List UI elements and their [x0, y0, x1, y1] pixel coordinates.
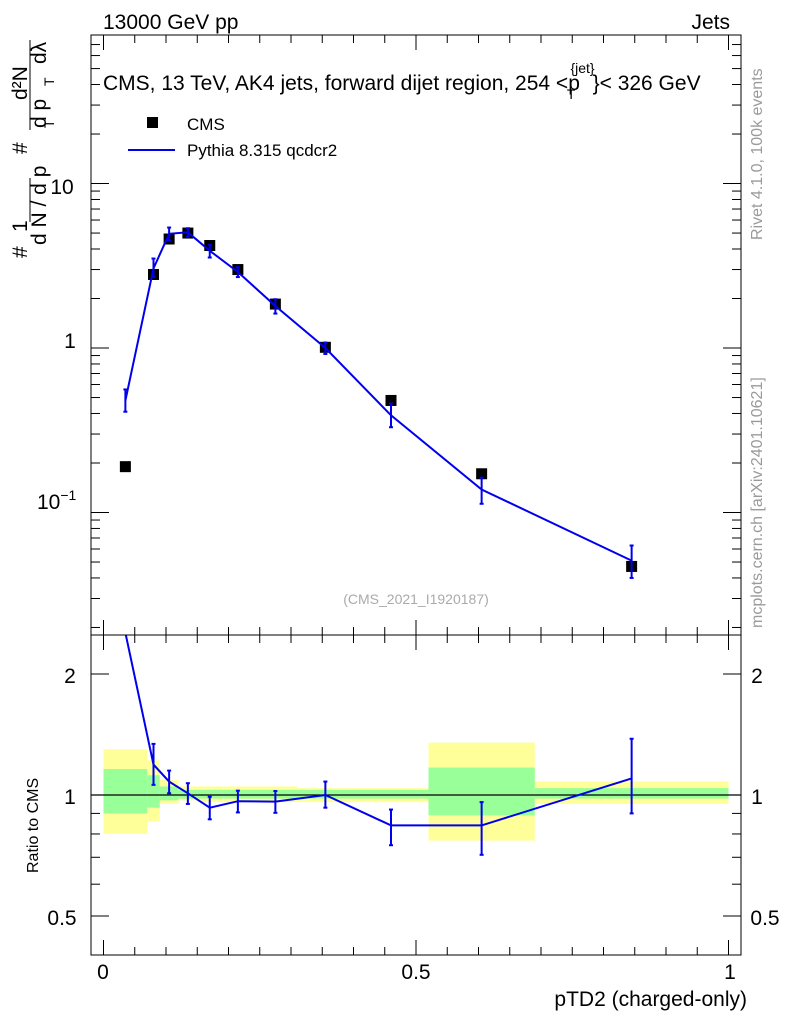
legend-marker-cms — [147, 117, 158, 128]
svg-text:d²N: d²N — [9, 66, 32, 100]
main-plot-ticks — [91, 34, 741, 635]
y-tick-label-0.1: 10−1 — [37, 487, 77, 514]
svg-text:d N / d p: d N / d p — [28, 166, 51, 245]
ratio-y-tick-label-1-right: 1 — [751, 786, 763, 809]
rivet-version-label: Rivet 4.1.0, 100k events — [749, 68, 766, 240]
legend-label-cms: CMS — [187, 115, 225, 134]
y-axis-label-main: # 1 d N / d p T # d²N d p T dλ — [9, 40, 57, 258]
svg-text:dλ: dλ — [28, 41, 51, 64]
header-right: Jets — [691, 11, 730, 34]
y-tick-label-1: 1 — [64, 330, 76, 353]
header-left: 13000 GeV pp — [103, 11, 238, 34]
plot-title: CMS, 13 TeV, AK4 jets, forward dijet reg… — [103, 60, 701, 102]
legend-label-pythia: Pythia 8.315 qcdcr2 — [187, 141, 337, 160]
ratio-y-tick-label-2-right: 2 — [751, 665, 763, 688]
ratio-plot-area — [91, 635, 741, 856]
x-tick-label-1: 1 — [724, 961, 736, 984]
cms-data-point — [385, 394, 397, 406]
svg-text:T: T — [41, 77, 57, 86]
svg-text:#: # — [9, 142, 32, 154]
x-tick-label-0.5: 0.5 — [401, 961, 430, 984]
uncertainty-band-inner — [353, 789, 429, 799]
svg-text:#: # — [9, 246, 32, 258]
svg-text:T: T — [41, 119, 57, 128]
uncertainty-band-inner — [103, 769, 148, 814]
ratio-y-tick-label-1: 1 — [64, 786, 76, 809]
analysis-id-watermark: (CMS_2021_I1920187) — [343, 591, 489, 607]
y-axis-label-ratio: Ratio to CMS — [25, 778, 42, 873]
main-plot-area — [119, 226, 638, 579]
legend: CMS Pythia 8.315 qcdcr2 — [128, 115, 337, 160]
uncertainty-band-inner — [147, 775, 160, 808]
svg-text:1: 1 — [9, 220, 32, 232]
ratio-plot-ticks — [91, 635, 741, 956]
x-tick-label-0: 0 — [97, 961, 109, 984]
mcplots-label: mcplots.cern.ch [arXiv:2401.10621] — [749, 377, 766, 628]
y-tick-label-10: 10 — [50, 176, 73, 199]
svg-text:d p: d p — [28, 99, 51, 128]
uncertainty-band-inner — [197, 789, 223, 799]
cms-data-point — [119, 461, 131, 473]
ratio-y-tick-label-0.5-right: 0.5 — [750, 907, 779, 930]
x-axis-label: pTD2 (charged-only) — [554, 988, 747, 1011]
cms-data-point — [476, 468, 488, 480]
ratio-y-tick-label-2: 2 — [64, 665, 76, 688]
pythia-line — [124, 231, 633, 562]
ratio-y-tick-label-0.5: 0.5 — [47, 907, 76, 930]
